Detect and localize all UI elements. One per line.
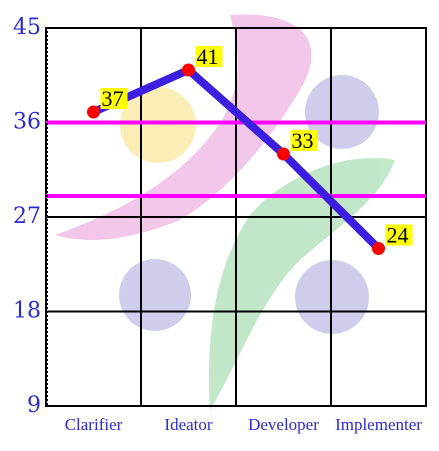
data-label-background [290, 130, 318, 151]
data-point [372, 242, 385, 255]
data-label-background [100, 88, 128, 109]
x-tick-label: Clarifier [65, 415, 123, 434]
data-label: 37 [102, 86, 124, 111]
data-point [87, 105, 100, 119]
data-label: 24 [387, 223, 409, 248]
data-point [182, 63, 195, 77]
y-tick-label: 27 [13, 204, 41, 229]
data-label: 33 [292, 128, 314, 153]
data-label-background [385, 224, 413, 246]
data-labels: 37 41 33 24 [100, 44, 413, 248]
background-logo [55, 14, 395, 410]
x-tick-label: Ideator [164, 415, 212, 434]
y-axis: 9 18 27 36 45 [13, 15, 48, 418]
data-point [277, 147, 290, 161]
series-line [91, 66, 382, 252]
y-axis-dotted-line [45, 27, 48, 405]
grid [45, 27, 427, 407]
x-axis: Clarifier Ideator Developer Implementer [65, 415, 423, 434]
data-label: 41 [197, 44, 219, 69]
y-tick-label: 18 [13, 299, 41, 324]
y-tick-label: 45 [13, 15, 41, 40]
reference-lines [46, 120, 426, 198]
y-tick-label: 36 [13, 110, 41, 135]
x-tick-label: Implementer [335, 415, 422, 434]
x-tick-label: Developer [248, 415, 319, 434]
series [87, 63, 385, 255]
y-tick-label: 9 [27, 393, 41, 418]
data-label-background [195, 46, 223, 67]
